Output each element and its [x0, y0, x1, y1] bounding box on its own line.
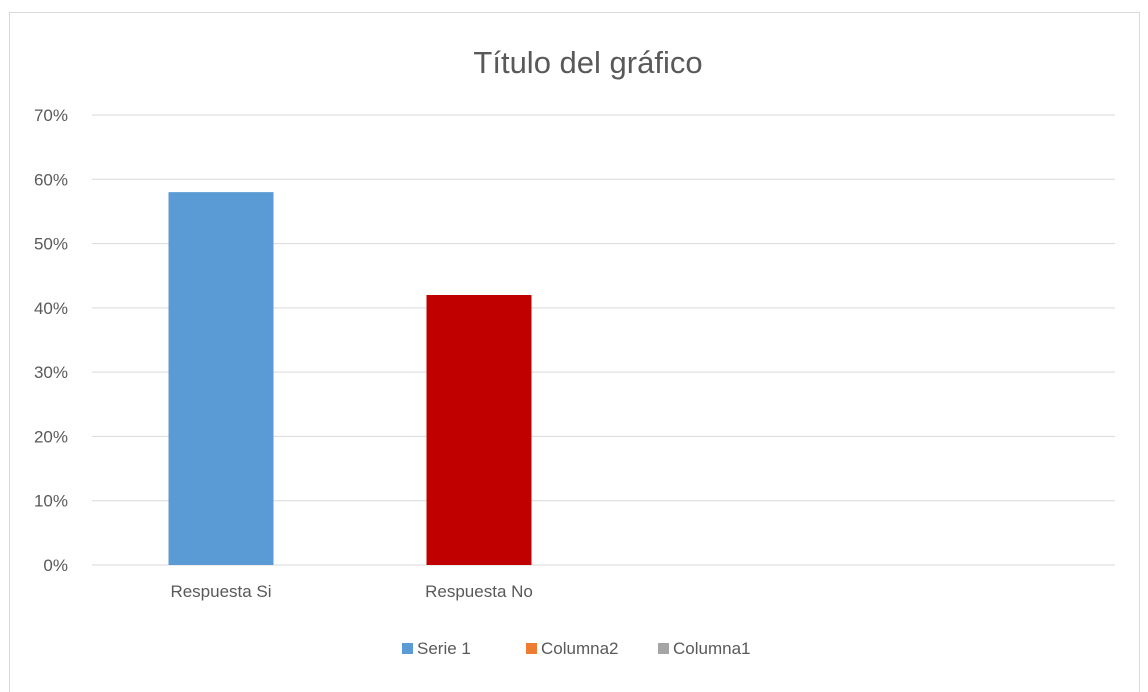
legend-item: Columna2: [526, 639, 619, 658]
legend-label: Columna2: [541, 639, 619, 658]
y-tick-label: 10%: [34, 492, 68, 511]
y-tick-label: 0%: [43, 556, 68, 575]
x-category-label: Respuesta No: [425, 582, 533, 601]
y-tick-label: 50%: [34, 235, 68, 254]
legend-item: Columna1: [658, 639, 751, 658]
y-tick-label: 40%: [34, 299, 68, 318]
bar: [426, 295, 532, 565]
x-axis-category-labels: Respuesta Si Respuesta No: [170, 582, 532, 601]
bar: [168, 192, 274, 565]
y-axis-tick-labels: 0% 10% 20% 30% 40% 50% 60% 70%: [34, 106, 68, 575]
legend-swatch: [526, 643, 537, 654]
y-tick-label: 60%: [34, 170, 68, 189]
legend-item: Serie 1: [402, 639, 471, 658]
legend-label: Columna1: [673, 639, 751, 658]
y-tick-label: 20%: [34, 427, 68, 446]
y-tick-label: 70%: [34, 106, 68, 125]
legend-swatch: [658, 643, 669, 654]
legend-label: Serie 1: [417, 639, 471, 658]
legend-swatch: [402, 643, 413, 654]
bars: [168, 192, 532, 565]
chart-area: Título del gráfico 0% 10% 20% 30% 40% 50% 60% 7…: [9, 12, 1140, 692]
chart-svg: Título del gráfico 0% 10% 20% 30% 40% 50% 60% 7…: [34, 45, 1115, 658]
chart-title: Título del gráfico: [473, 45, 702, 80]
legend: Serie 1 Columna2 Columna1: [402, 639, 751, 658]
y-tick-label: 30%: [34, 363, 68, 382]
x-category-label: Respuesta Si: [170, 582, 271, 601]
